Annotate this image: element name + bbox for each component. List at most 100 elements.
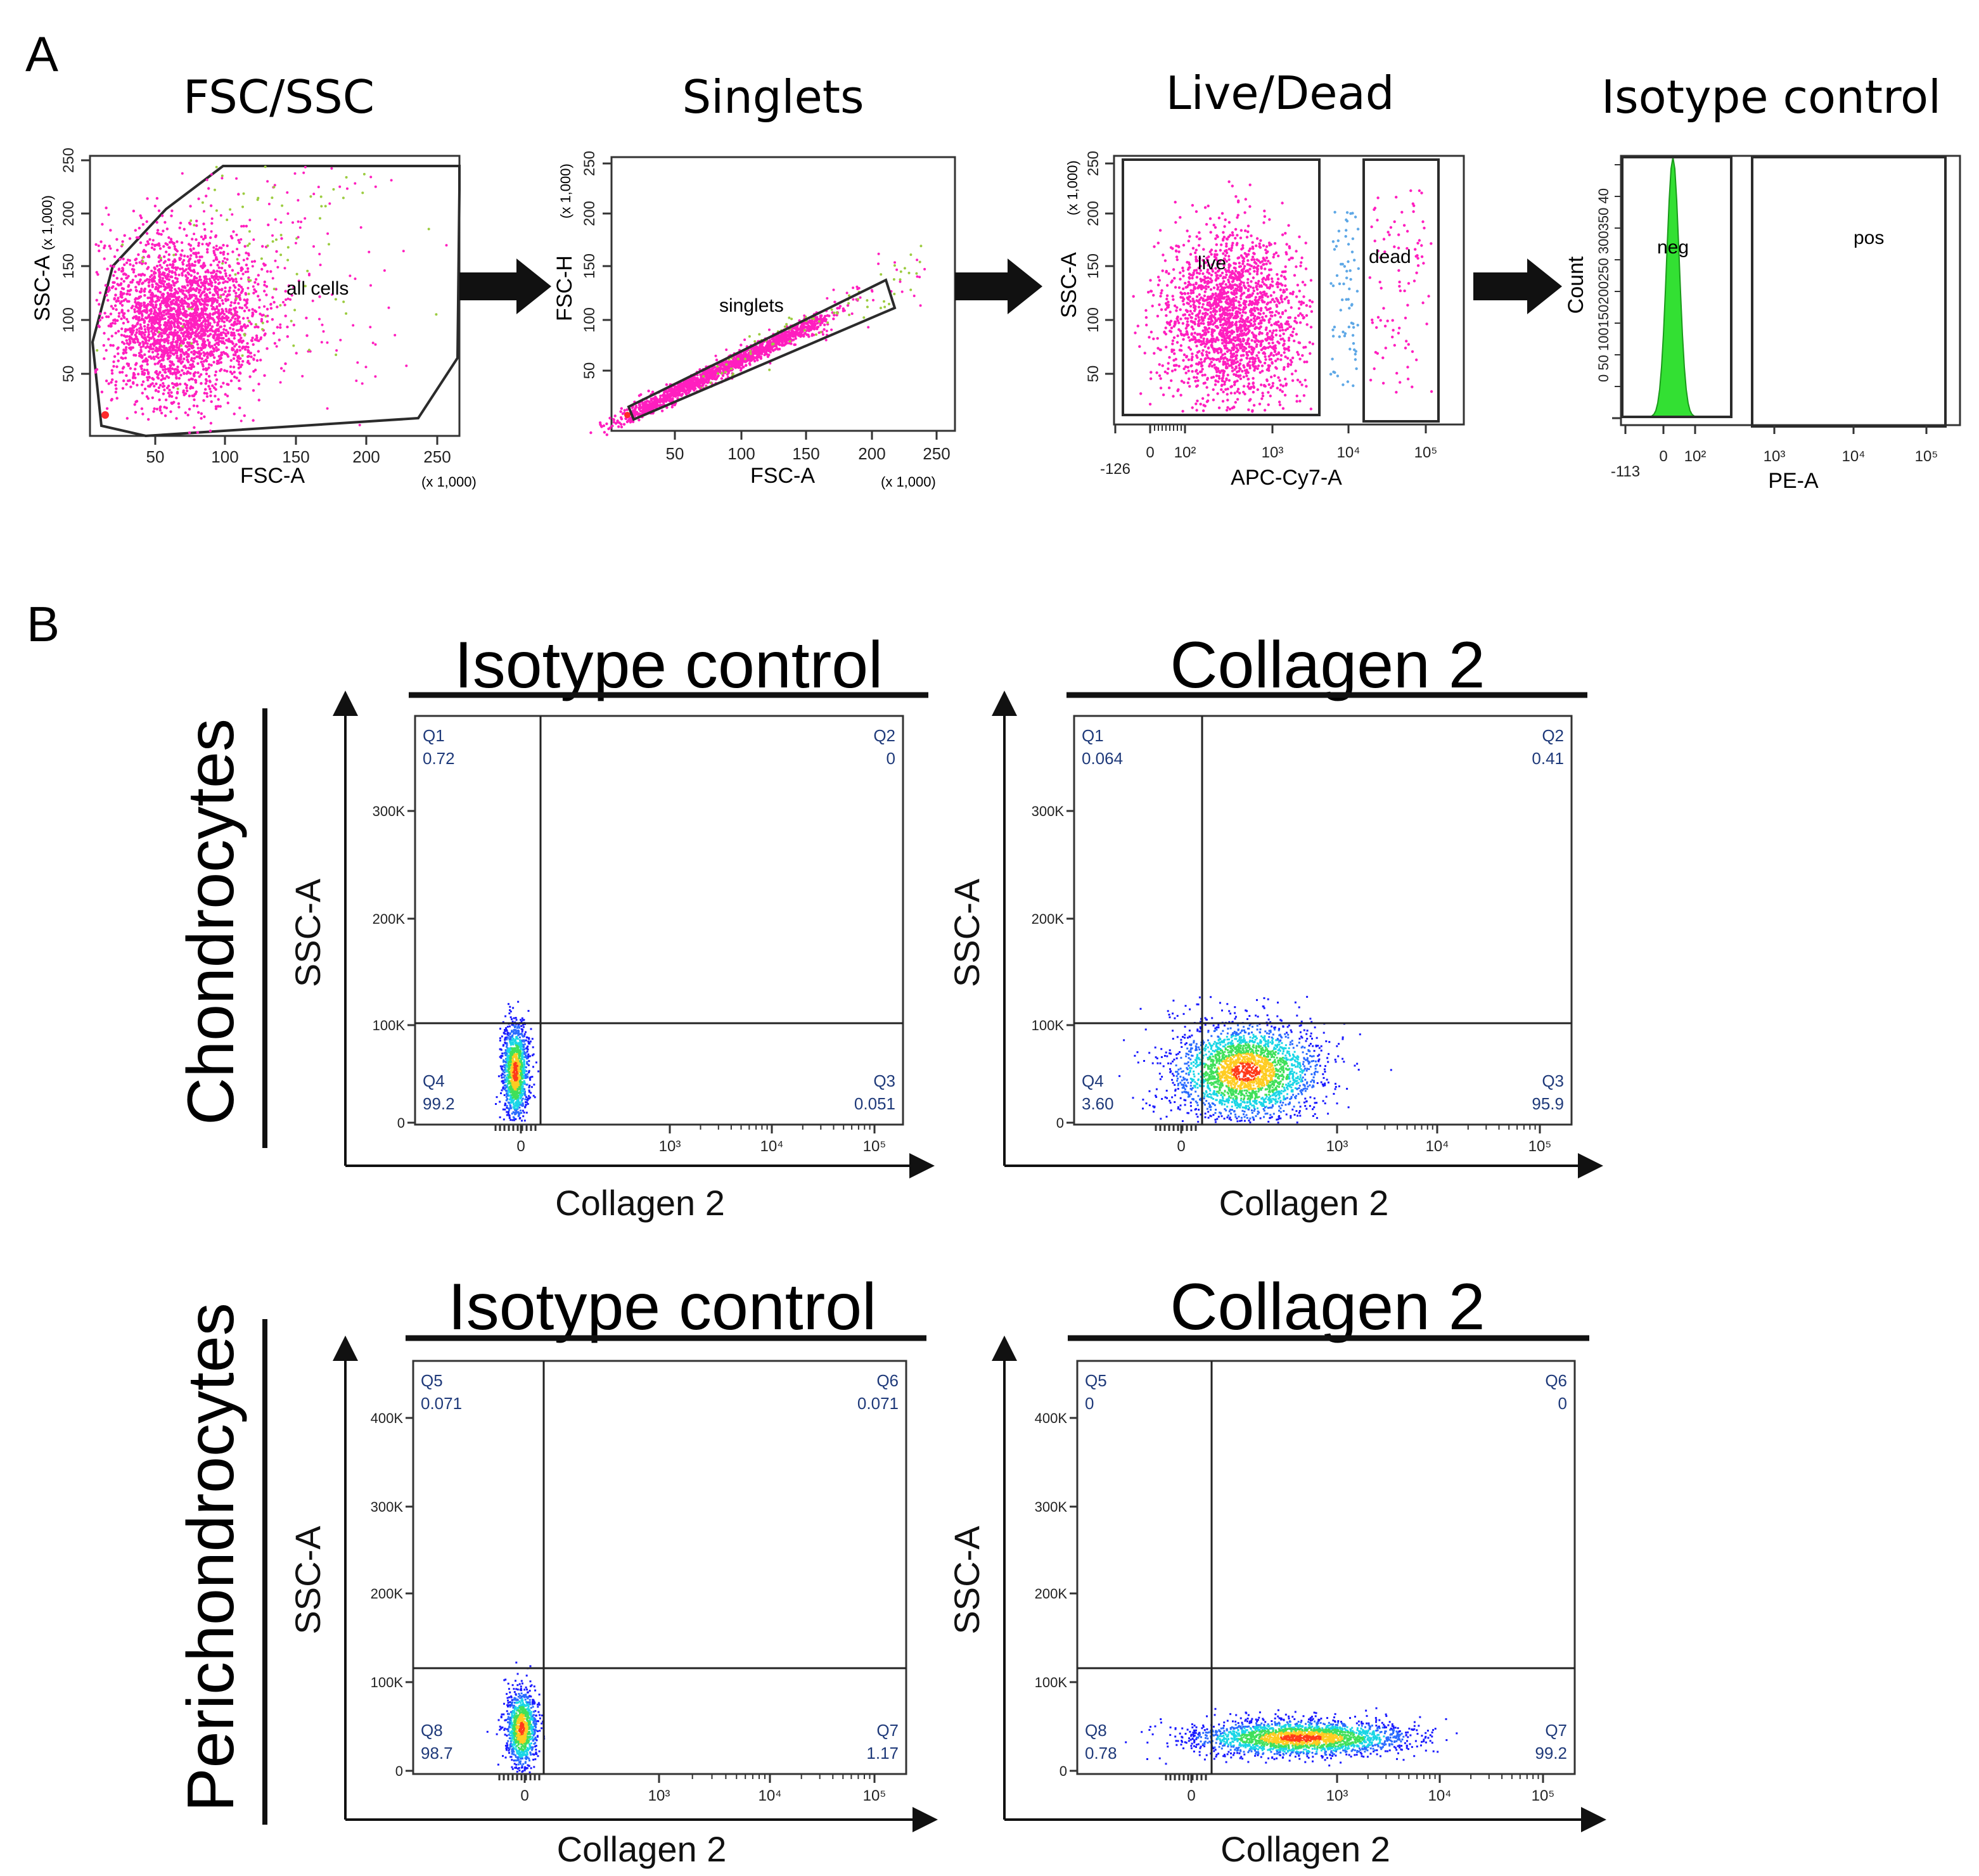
event-dot xyxy=(146,342,149,345)
event-dot xyxy=(195,313,198,317)
event-dot xyxy=(215,269,219,273)
event-dot xyxy=(162,368,165,371)
event-dot xyxy=(183,337,186,340)
event-dot xyxy=(222,243,225,247)
event-dot xyxy=(150,297,153,300)
event-dot xyxy=(99,312,102,316)
event-dot xyxy=(238,379,241,382)
event-dot xyxy=(339,338,342,341)
event-dot xyxy=(161,279,165,283)
event-dot xyxy=(146,265,150,269)
event-dot xyxy=(915,272,918,275)
event-dot xyxy=(236,319,240,322)
event-dot xyxy=(242,224,245,228)
event-dot xyxy=(146,376,149,379)
event-dot xyxy=(240,340,243,343)
event-dot xyxy=(252,357,255,361)
event-dot xyxy=(151,239,155,242)
event-dot xyxy=(354,278,357,280)
event-dot xyxy=(1183,313,1187,316)
event-dot xyxy=(633,408,637,412)
event-dot xyxy=(144,339,148,342)
event-dot xyxy=(390,179,393,182)
event-dot xyxy=(185,355,189,359)
event-dot xyxy=(238,345,241,348)
event-dot xyxy=(274,218,277,221)
event-dot xyxy=(194,331,197,335)
event-dot xyxy=(110,324,113,328)
event-dot xyxy=(692,383,696,387)
event-dot xyxy=(193,224,196,227)
event-dot xyxy=(147,242,150,245)
event-dot xyxy=(125,317,129,321)
event-dot xyxy=(1177,364,1181,368)
event-dot xyxy=(852,286,855,290)
event-dot xyxy=(151,292,154,296)
event-dot xyxy=(245,252,248,255)
event-dot xyxy=(205,392,208,395)
event-dot xyxy=(1246,230,1250,233)
event-dot xyxy=(204,319,207,323)
event-dot xyxy=(184,268,188,271)
event-dot xyxy=(215,209,218,212)
event-dot xyxy=(152,333,155,336)
event-dot xyxy=(233,336,236,340)
event-dot xyxy=(767,344,770,347)
event-dot xyxy=(217,278,220,281)
event-dot xyxy=(189,335,193,338)
event-dot xyxy=(197,252,200,255)
event-dot xyxy=(167,258,171,262)
event-dot xyxy=(141,340,144,343)
event-dot xyxy=(132,329,135,332)
event-dot xyxy=(253,281,257,284)
event-dot xyxy=(197,244,200,247)
event-dot xyxy=(238,322,241,325)
event-dot xyxy=(871,290,874,293)
event-dot xyxy=(115,397,118,400)
event-dot xyxy=(674,392,677,395)
event-dot xyxy=(122,292,125,295)
event-dot xyxy=(155,316,158,320)
event-dot xyxy=(193,374,196,378)
event-dot xyxy=(212,350,215,353)
event-dot xyxy=(115,387,118,390)
event-dot xyxy=(150,317,153,320)
event-dot xyxy=(1219,323,1222,327)
event-dot xyxy=(151,377,154,380)
event-dot xyxy=(251,265,254,268)
event-dot xyxy=(201,283,205,287)
event-dot xyxy=(787,330,791,333)
event-dot xyxy=(205,380,208,383)
event-dot xyxy=(825,329,828,333)
event-dot xyxy=(318,317,321,321)
event-dot xyxy=(243,298,246,302)
event-dot xyxy=(173,245,176,248)
event-dot xyxy=(724,371,727,374)
event-dot xyxy=(255,334,259,338)
event-dot xyxy=(103,331,106,335)
event-dot xyxy=(132,271,136,274)
event-dot xyxy=(445,244,448,247)
event-dot xyxy=(241,288,244,291)
event-dot xyxy=(203,210,205,213)
event-dot xyxy=(616,421,619,424)
event-dot xyxy=(141,356,144,359)
event-dot xyxy=(781,344,784,347)
event-dot xyxy=(687,388,690,391)
event-dot xyxy=(106,267,109,271)
fsc-ssc-y-scale-note: (x 1,000) xyxy=(39,195,55,250)
event-dot xyxy=(838,305,842,308)
event-dot xyxy=(214,339,217,342)
event-dot xyxy=(114,287,117,291)
event-dot xyxy=(170,209,174,212)
event-dot xyxy=(172,242,176,246)
event-dot xyxy=(279,234,283,236)
event-dot xyxy=(716,375,719,378)
event-dot xyxy=(186,358,189,362)
event-dot xyxy=(888,302,890,305)
event-dot xyxy=(177,405,181,409)
event-dot xyxy=(202,222,205,226)
event-dot xyxy=(224,334,228,338)
event-dot xyxy=(164,276,168,279)
event-dot xyxy=(217,266,221,269)
